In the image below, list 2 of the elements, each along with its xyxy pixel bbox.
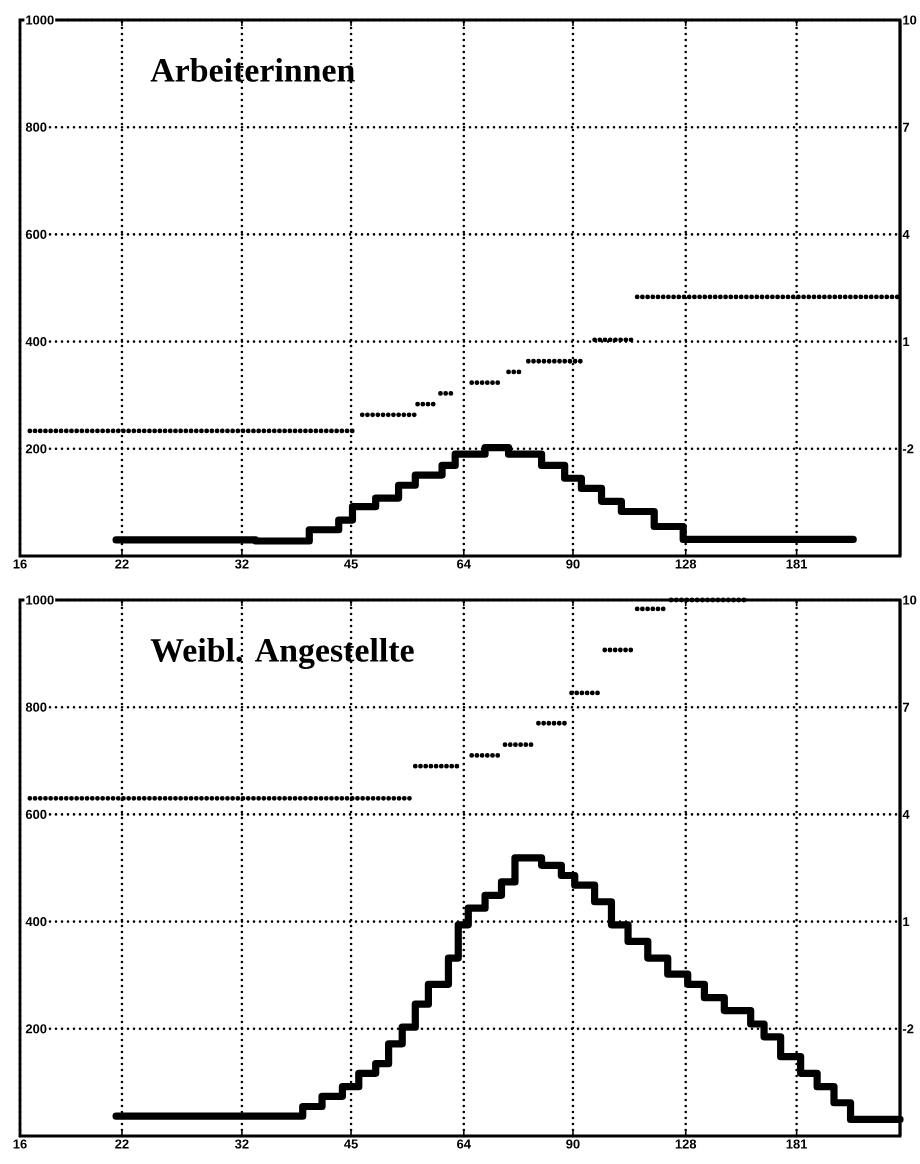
text: Arbeiterinnen: [150, 57, 355, 82]
text: Weibl. Angestellte: [150, 637, 414, 669]
